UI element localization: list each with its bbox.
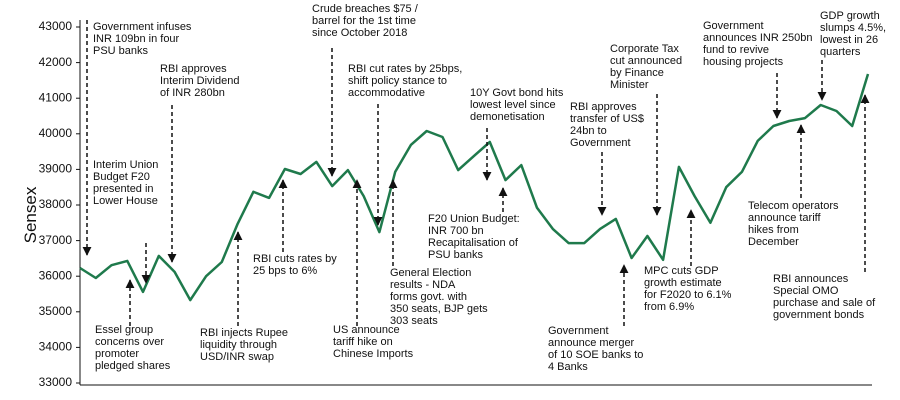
y-tick-label: 35000: [39, 304, 73, 318]
annotation-text: pledged shares: [95, 360, 171, 372]
annotation-text: RBI approves: [570, 101, 637, 113]
annotation-text: government bonds: [773, 309, 865, 321]
annotation-text: F20 Union Budget:: [428, 213, 520, 225]
annotation-text: Government: [570, 137, 631, 149]
annotation-text: transfer of US$: [570, 113, 644, 125]
y-tick-label: 36000: [39, 268, 73, 282]
y-tick-label: 39000: [39, 162, 73, 176]
annotation-text: growth estimate: [644, 277, 722, 289]
y-tick-label: 34000: [39, 340, 73, 354]
annotation-text: December: [748, 236, 799, 248]
annotation-text: by Finance: [610, 67, 664, 79]
annotation-text: presented in: [93, 183, 154, 195]
annotation-text: USD/INR swap: [200, 351, 274, 363]
annotation-text: forms govt. with: [390, 291, 467, 303]
annotation-text: of 10 SOE banks to: [548, 349, 643, 361]
annotation-text: 303 seats: [390, 315, 438, 327]
y-tick-label: 41000: [39, 90, 73, 104]
annotation-text: tariff hike on: [333, 336, 393, 348]
annotation-text: Crude breaches $75 /: [312, 3, 419, 15]
annotation-text: RBI announces: [773, 273, 849, 285]
annotation-text: Lower House: [93, 195, 158, 207]
annotation-text: liquidity through: [200, 339, 277, 351]
annotation-text: shift policy stance to: [348, 75, 447, 87]
y-axis-label: Sensex: [21, 186, 40, 243]
annotation-text: Chinese Imports: [333, 348, 414, 360]
y-tick-label: 38000: [39, 197, 73, 211]
annotation-text: purchase and sale of: [773, 297, 876, 309]
annotation-text: announce tariff: [748, 212, 822, 224]
y-tick-label: 33000: [39, 375, 73, 389]
annotation-text: lowest in 26: [820, 34, 878, 46]
annotation-text: RBI approves: [160, 63, 227, 75]
annotation-text: Government: [548, 325, 609, 337]
annotation-text: Interim Dividend: [160, 75, 239, 87]
annotation-text: RBI cuts rates by: [253, 253, 337, 265]
annotation-text: Government: [703, 20, 764, 32]
annotation-text: concerns over: [95, 336, 164, 348]
annotation-text: since October 2018: [312, 27, 407, 39]
y-tick-label: 40000: [39, 126, 73, 140]
annotation-text: 25 bps to 6%: [253, 265, 317, 277]
annotation-text: Corporate Tax: [610, 43, 679, 55]
annotation-text: lowest level since: [470, 99, 556, 111]
annotation-text: Government infuses: [93, 21, 192, 33]
sensex-line: [79, 73, 870, 302]
annotation-text: GDP growth: [820, 10, 880, 22]
y-tick-label: 42000: [39, 55, 73, 69]
annotation-text: INR 109bn in four: [93, 33, 180, 45]
annotation-text: hikes from: [748, 224, 799, 236]
annotation-text: quarters: [820, 46, 861, 58]
annotation-text: slumps 4.5%,: [820, 22, 886, 34]
annotation-text: General Election: [390, 267, 471, 279]
annotation-text: Special OMO: [773, 285, 839, 297]
annotation-text: 4 Banks: [548, 361, 588, 373]
annotation-text: barrel for the 1st time: [312, 15, 416, 27]
y-tick-label: 37000: [39, 233, 73, 247]
annotation-text: promoter: [95, 348, 139, 360]
annotation-text: announce merger: [548, 337, 635, 349]
annotation-text: 350 seats, BJP gets: [390, 303, 488, 315]
annotation-text: housing projects: [703, 56, 784, 68]
annotation-text: accommodative: [348, 87, 425, 99]
annotation-text: MPC cuts GDP: [644, 265, 719, 277]
annotation-text: Essel group: [95, 324, 153, 336]
annotation-text: 10Y Govt bond hits: [470, 87, 564, 99]
annotation-text: US announce: [333, 324, 400, 336]
annotation-text: 24bn to: [570, 125, 607, 137]
annotation-text: RBI cut rates by 25bps,: [348, 63, 462, 75]
annotation-text: PSU banks: [428, 249, 484, 261]
annotation-text: results - NDA: [390, 279, 456, 291]
annotation-text: fund to revive: [703, 44, 769, 56]
annotation-text: Minister: [610, 79, 649, 91]
annotation-text: announces INR 250bn: [703, 32, 812, 44]
annotation-text: PSU banks: [93, 45, 149, 57]
y-tick-label: 43000: [39, 19, 73, 33]
annotation-text: Budget F20: [93, 171, 150, 183]
annotation-text: cut announced: [610, 55, 682, 67]
annotation-text: Telecom operators: [748, 200, 839, 212]
annotation-text: from 6.9%: [644, 301, 694, 313]
annotation-text: of INR 280bn: [160, 87, 225, 99]
annotation-text: Recapitalisation of: [428, 237, 519, 249]
annotation-text: Interim Union: [93, 159, 158, 171]
annotation-text: INR 700 bn: [428, 225, 484, 237]
annotation-text: for F2020 to 6.1%: [644, 289, 732, 301]
annotation-text: demonetisation: [470, 111, 545, 123]
annotation-text: RBI injects Rupee: [200, 327, 288, 339]
